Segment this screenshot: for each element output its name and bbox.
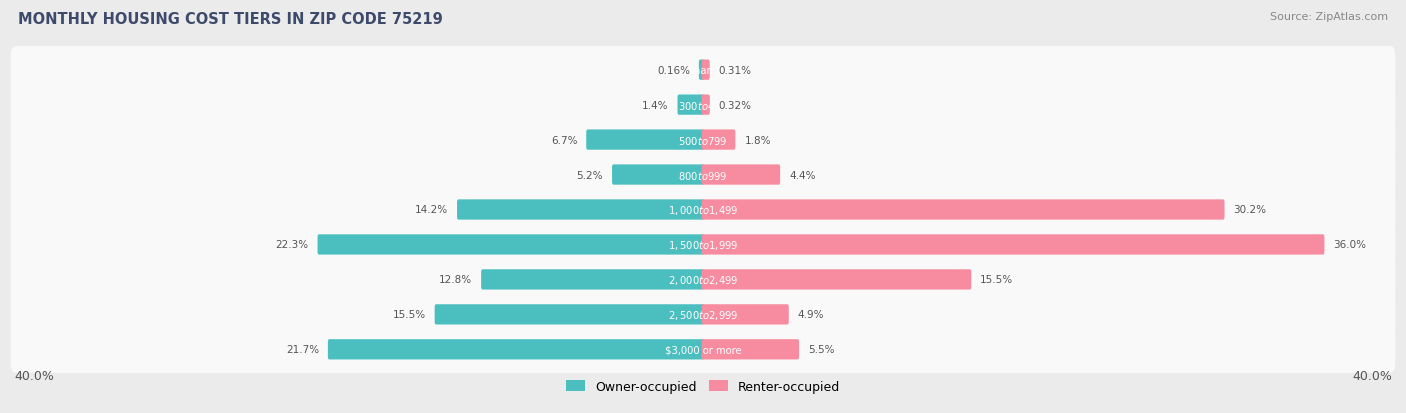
Text: 36.0%: 36.0% xyxy=(1333,240,1367,250)
Text: $2,500 to $2,999: $2,500 to $2,999 xyxy=(668,308,738,321)
FancyBboxPatch shape xyxy=(612,165,704,185)
FancyBboxPatch shape xyxy=(11,82,1395,129)
FancyBboxPatch shape xyxy=(318,235,704,255)
Text: 40.0%: 40.0% xyxy=(1353,369,1392,382)
Text: 1.8%: 1.8% xyxy=(744,135,770,145)
Text: 1.4%: 1.4% xyxy=(643,100,669,110)
Text: 4.9%: 4.9% xyxy=(797,310,824,320)
FancyBboxPatch shape xyxy=(434,304,704,325)
FancyBboxPatch shape xyxy=(586,130,704,150)
FancyBboxPatch shape xyxy=(702,165,780,185)
FancyBboxPatch shape xyxy=(699,60,704,81)
FancyBboxPatch shape xyxy=(11,291,1395,338)
FancyBboxPatch shape xyxy=(11,221,1395,268)
Text: 40.0%: 40.0% xyxy=(14,369,53,382)
Text: 0.31%: 0.31% xyxy=(718,66,752,76)
FancyBboxPatch shape xyxy=(702,304,789,325)
FancyBboxPatch shape xyxy=(678,95,704,116)
Text: $500 to $799: $500 to $799 xyxy=(678,134,728,146)
FancyBboxPatch shape xyxy=(702,95,710,116)
Text: $3,000 or more: $3,000 or more xyxy=(665,344,741,354)
Text: $800 to $999: $800 to $999 xyxy=(678,169,728,181)
Text: $2,000 to $2,499: $2,000 to $2,499 xyxy=(668,273,738,286)
Text: 30.2%: 30.2% xyxy=(1233,205,1267,215)
Text: Source: ZipAtlas.com: Source: ZipAtlas.com xyxy=(1270,12,1388,22)
Text: MONTHLY HOUSING COST TIERS IN ZIP CODE 75219: MONTHLY HOUSING COST TIERS IN ZIP CODE 7… xyxy=(18,12,443,27)
FancyBboxPatch shape xyxy=(11,117,1395,164)
Text: 12.8%: 12.8% xyxy=(439,275,472,285)
FancyBboxPatch shape xyxy=(328,339,704,360)
Text: 6.7%: 6.7% xyxy=(551,135,578,145)
FancyBboxPatch shape xyxy=(11,326,1395,373)
FancyBboxPatch shape xyxy=(457,200,704,220)
Text: $1,500 to $1,999: $1,500 to $1,999 xyxy=(668,238,738,252)
Text: 5.5%: 5.5% xyxy=(808,344,835,354)
FancyBboxPatch shape xyxy=(11,152,1395,199)
Text: 21.7%: 21.7% xyxy=(285,344,319,354)
FancyBboxPatch shape xyxy=(702,200,1225,220)
Text: $1,000 to $1,499: $1,000 to $1,499 xyxy=(668,204,738,216)
FancyBboxPatch shape xyxy=(11,47,1395,94)
Text: 22.3%: 22.3% xyxy=(276,240,308,250)
Text: 14.2%: 14.2% xyxy=(415,205,449,215)
Text: $300 to $499: $300 to $499 xyxy=(678,100,728,112)
FancyBboxPatch shape xyxy=(702,60,710,81)
FancyBboxPatch shape xyxy=(11,186,1395,233)
FancyBboxPatch shape xyxy=(702,130,735,150)
Legend: Owner-occupied, Renter-occupied: Owner-occupied, Renter-occupied xyxy=(561,375,845,398)
FancyBboxPatch shape xyxy=(702,235,1324,255)
Text: 5.2%: 5.2% xyxy=(576,170,603,180)
Text: 0.16%: 0.16% xyxy=(657,66,690,76)
FancyBboxPatch shape xyxy=(702,270,972,290)
FancyBboxPatch shape xyxy=(702,339,799,360)
Text: 15.5%: 15.5% xyxy=(392,310,426,320)
Text: 0.32%: 0.32% xyxy=(718,100,752,110)
Text: 4.4%: 4.4% xyxy=(789,170,815,180)
FancyBboxPatch shape xyxy=(481,270,704,290)
Text: Less than $300: Less than $300 xyxy=(665,66,741,76)
FancyBboxPatch shape xyxy=(11,256,1395,303)
Text: 15.5%: 15.5% xyxy=(980,275,1014,285)
